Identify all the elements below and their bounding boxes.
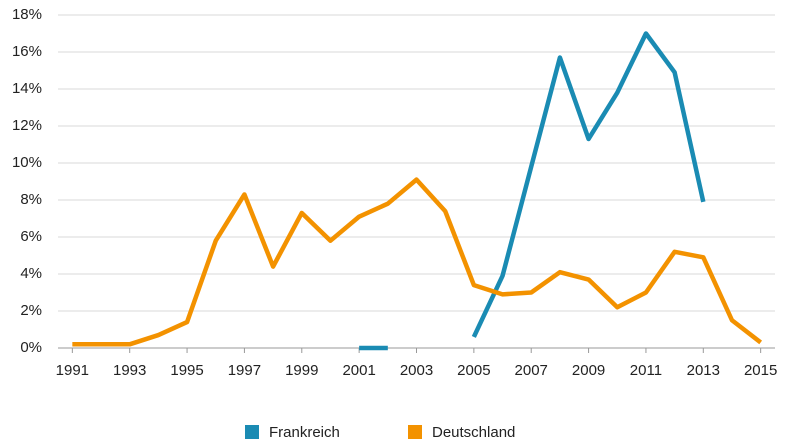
- x-tick-label: 2005: [457, 362, 490, 379]
- y-tick-label: 0%: [20, 339, 42, 356]
- x-tick-label: 1997: [228, 362, 261, 379]
- y-tick-label: 8%: [20, 191, 42, 208]
- x-tick-label: 1991: [56, 362, 89, 379]
- y-tick-label: 16%: [12, 43, 42, 60]
- x-tick-label: 2013: [687, 362, 720, 379]
- legend-label: Deutschland: [432, 424, 515, 441]
- x-tick-label: 2015: [744, 362, 777, 379]
- x-tick-label: 2009: [572, 362, 605, 379]
- y-tick-label: 4%: [20, 265, 42, 282]
- x-tick-label: 1995: [170, 362, 203, 379]
- x-tick-label: 2011: [630, 362, 662, 379]
- legend-label: Frankreich: [269, 424, 340, 441]
- x-tick-label: 1999: [285, 362, 318, 379]
- y-tick-label: 2%: [20, 302, 42, 319]
- x-tick-label: 2003: [400, 362, 433, 379]
- x-tick-label: 1993: [113, 362, 146, 379]
- line-series: [471, 31, 706, 338]
- x-tick-label: 2007: [515, 362, 548, 379]
- y-tick-label: 6%: [20, 228, 42, 245]
- legend-swatch: [245, 425, 259, 439]
- y-tick-label: 18%: [12, 6, 42, 23]
- y-tick-label: 14%: [12, 80, 42, 97]
- y-tick-label: 12%: [12, 117, 42, 134]
- x-tick-label: 2001: [342, 362, 375, 379]
- y-tick-label: 10%: [12, 154, 42, 171]
- line-series: [72, 177, 763, 347]
- legend-swatch: [408, 425, 422, 439]
